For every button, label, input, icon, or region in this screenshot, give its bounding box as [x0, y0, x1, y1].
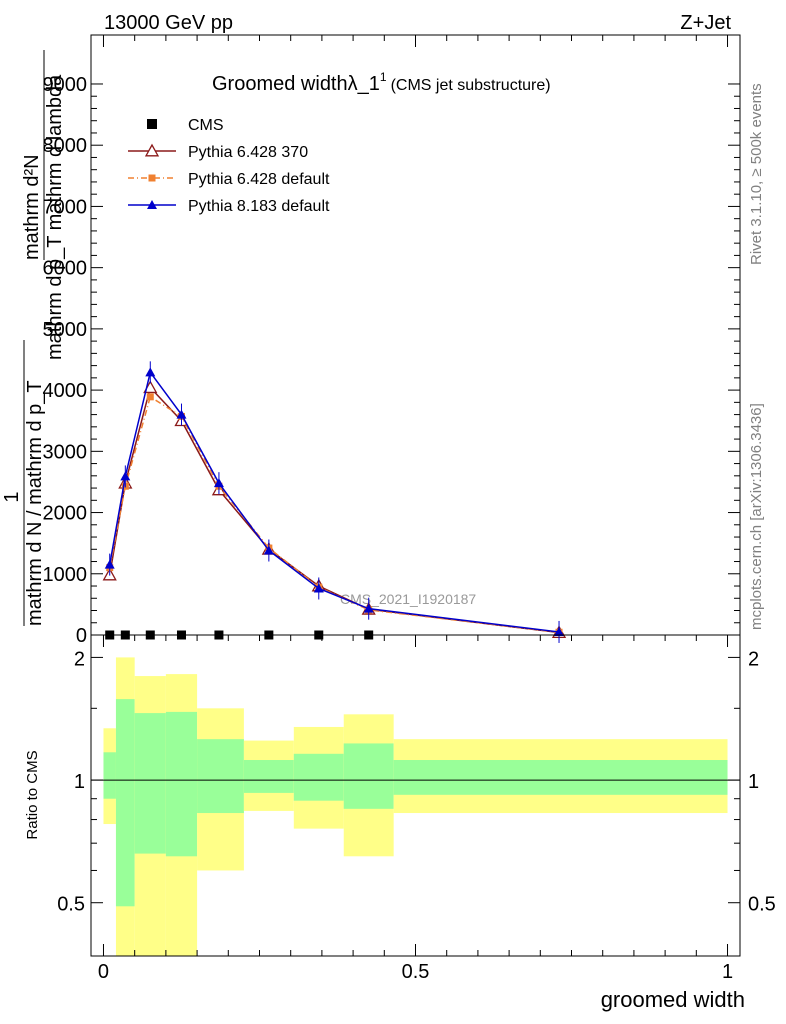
ratio-inner-band: [343, 743, 394, 809]
series-line: [108, 395, 560, 633]
legend-marker: [147, 200, 157, 209]
main-x-axis: [102, 35, 729, 47]
ratio-y-label: Ratio to CMS: [24, 750, 41, 839]
title-sup: 1: [380, 70, 387, 84]
ratio-y-tick-label: 0.5: [57, 894, 85, 916]
data-point: [213, 478, 224, 488]
data-point: [263, 545, 274, 555]
legend-entry: CMS: [147, 117, 224, 134]
legend-entry: Pythia 6.428 default: [128, 171, 330, 188]
legend-marker: [144, 143, 160, 157]
data-point: [313, 583, 324, 593]
x-tick-label: 1: [722, 961, 733, 983]
legend-label: Pythia 6.428 default: [188, 171, 330, 188]
ratio-y-tick-label-right: 2: [748, 648, 759, 670]
ratio-y-tick-label-right: 1: [748, 771, 759, 793]
legend-label: Pythia 6.428 370: [188, 144, 308, 161]
series-pythia-6-428-default: [106, 393, 563, 636]
ratio-y-tick-label: 2: [74, 648, 85, 670]
analysis-watermark: CMS_2021_I1920187: [340, 591, 476, 607]
ratio-bands: [103, 657, 728, 956]
main-y-axis: 0 1000 2000 3000 4000 5000 6000 7000 8000 9000: [43, 74, 740, 647]
ratio-x-axis: 0 0.5 1: [98, 635, 733, 983]
x-tick-label: 0.5: [402, 961, 430, 983]
y-label-top-denominator: mathrm d p_T mathrm d lambda: [44, 74, 66, 360]
data-point: [554, 626, 565, 636]
ratio-y-tick-label: 1: [74, 771, 85, 793]
ratio-inner-band: [115, 699, 135, 907]
ratio-inner-band: [165, 711, 198, 857]
legend-label: Pythia 8.183 default: [188, 198, 330, 215]
ratio-inner-band: [103, 752, 116, 799]
title-sub: (CMS jet substructure): [391, 77, 551, 94]
y-tick-label: 0: [76, 625, 87, 647]
title-main: Groomed width: [212, 73, 348, 95]
ratio-inner-band: [134, 713, 166, 854]
header-right: Z+Jet: [680, 12, 731, 34]
ratio-inner-band: [393, 760, 728, 795]
mcplots-credit: mcplots.cern.ch [arXiv:1306.3436]: [748, 403, 765, 630]
x-axis-label: groomed width: [601, 987, 745, 1012]
y-tick-label: 6000: [43, 258, 88, 280]
legend-marker: [147, 119, 157, 129]
legend-entry: Pythia 8.183 default: [128, 198, 330, 215]
y-tick-label: 1000: [43, 564, 88, 586]
legend-label: CMS: [188, 117, 224, 134]
data-point: [145, 367, 156, 377]
data-point: [146, 393, 154, 401]
data-point: [363, 603, 374, 613]
ratio-panel: 0.5 0.51 12 2 0 0.5 1: [57, 634, 776, 983]
y-tick-label: 7000: [43, 196, 88, 218]
y-tick-label: 2000: [43, 503, 88, 525]
y-tick-label: 4000: [43, 380, 88, 402]
data-point: [120, 471, 131, 481]
header-left: 13000 GeV pp: [104, 12, 233, 34]
rivet-credit: Rivet 3.1.10, ≥ 500k events: [748, 83, 765, 265]
ratio-inner-band: [293, 753, 344, 801]
legend-entry: Pythia 6.428 370: [128, 143, 308, 161]
data-point: [104, 559, 115, 569]
legend-marker: [148, 174, 156, 182]
series-pythia-8-183-default: [104, 361, 565, 643]
y-tick-label: 5000: [43, 319, 88, 341]
ratio-inner-band: [243, 760, 294, 793]
y-tick-label: 9000: [43, 74, 88, 96]
main-panel: 0 1000 2000 3000 4000 5000 6000 7000 8000 9000 Gr…: [43, 34, 741, 647]
y-label-denominator: mathrm d N / mathrm d p_T: [24, 380, 46, 626]
series-layer: [102, 361, 567, 643]
main-y-label: mathrm d²N mathrm d p_T mathrm d lambda …: [1, 50, 66, 626]
series-pythia-6-428-370: [102, 380, 567, 639]
data-point: [176, 409, 187, 419]
ratio-inner-band: [197, 739, 244, 814]
y-label-top-numerator: mathrm d²N: [21, 154, 43, 260]
title-symbol: λ_1: [348, 73, 380, 95]
x-tick-label: 0: [98, 961, 109, 983]
y-tick-label: 3000: [43, 441, 88, 463]
y-label-numerator: 1: [1, 491, 23, 502]
ratio-y-tick-label-right: 0.5: [748, 894, 776, 916]
chart-title: Groomed widthλ_11 (CMS jet substructure): [212, 70, 551, 95]
legend: CMS Pythia 6.428 370 Pythia 6.428 default P…: [128, 117, 330, 215]
ratio-y-axis: 0.5 0.5 1 1 2 2: [57, 648, 776, 915]
y-tick-label: 8000: [43, 135, 88, 157]
